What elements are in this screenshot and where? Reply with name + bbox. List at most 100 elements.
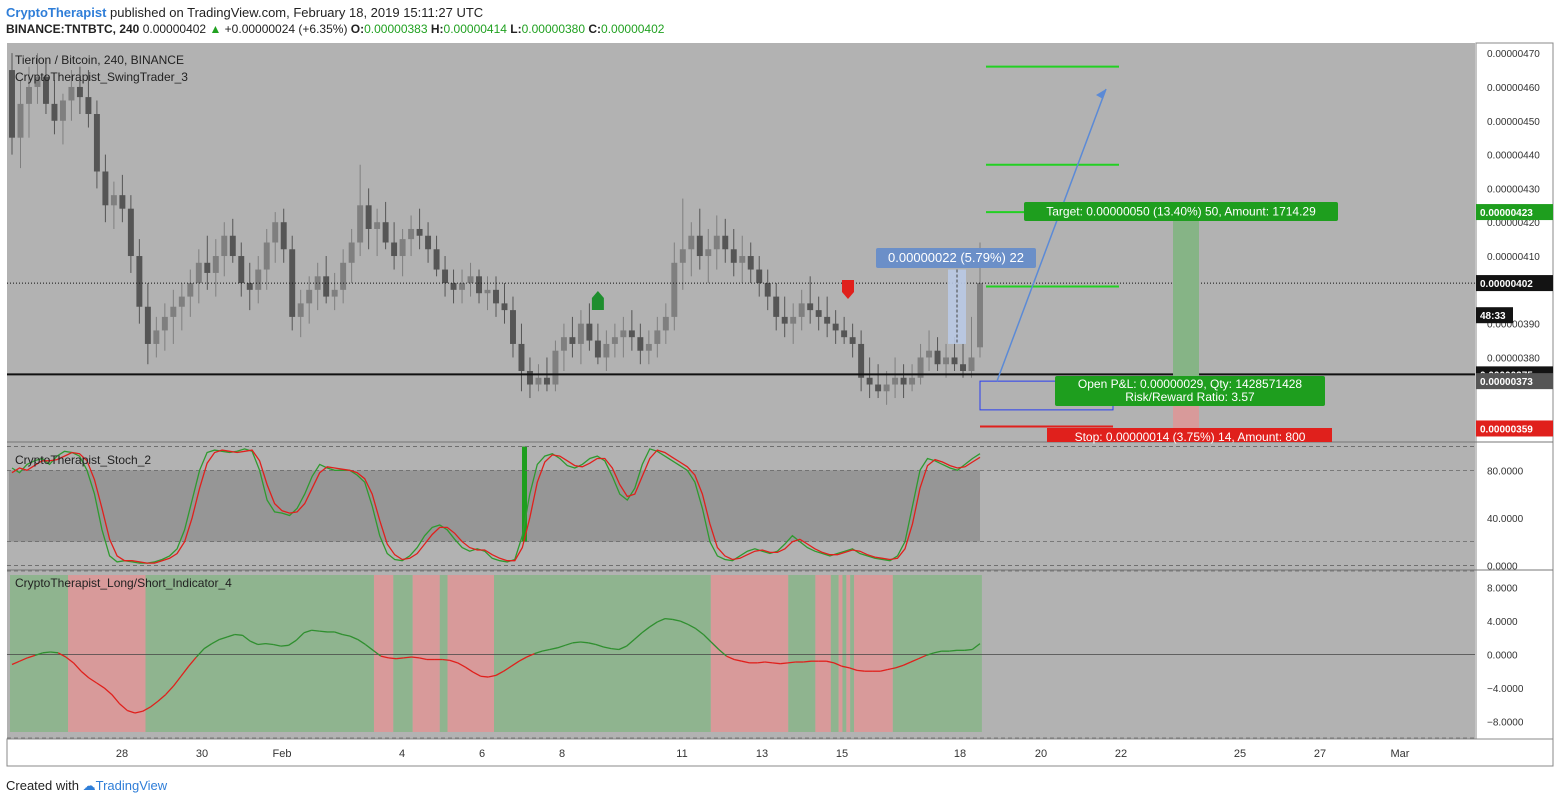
ls-tick: −8.0000 xyxy=(1487,717,1524,728)
candle-body xyxy=(263,242,270,270)
ls-line-segment xyxy=(757,661,765,664)
ls-line-segment xyxy=(80,670,90,679)
candle-body xyxy=(476,276,482,294)
time-axis[interactable] xyxy=(6,738,1554,767)
price-tag-bg xyxy=(1476,420,1553,437)
signal-zone-long xyxy=(145,575,374,732)
price-tag: 0.00000402 xyxy=(1480,279,1533,290)
ls-line-segment xyxy=(511,660,520,667)
candle-body xyxy=(501,303,508,311)
price-tick: 0.00000420 xyxy=(1487,218,1540,229)
time-tick: 8 xyxy=(559,748,565,760)
ls-line-segment xyxy=(879,668,888,672)
candle-body xyxy=(909,377,916,385)
ls-line-segment xyxy=(19,657,28,662)
candle-body xyxy=(391,242,398,257)
signal-zone-long xyxy=(850,575,855,732)
candle-body xyxy=(611,337,618,344)
candle-body xyxy=(841,330,848,338)
time-tick: 15 xyxy=(836,748,848,760)
signal-zone-long xyxy=(494,575,711,732)
candle-body xyxy=(187,283,194,297)
ls-line-segment xyxy=(96,682,105,689)
ls-line-segment xyxy=(319,630,328,633)
ls-line-segment xyxy=(557,644,566,649)
ls-line-segment xyxy=(933,650,942,654)
candle-body xyxy=(374,222,381,229)
price-axis[interactable] xyxy=(1475,42,1554,740)
open-value: 0.00000383 xyxy=(364,22,428,36)
time-tick: 4 xyxy=(399,748,405,760)
ls-line-segment xyxy=(964,648,973,651)
ls-line-segment xyxy=(380,655,389,659)
target-label-bg xyxy=(1024,202,1338,221)
ls-line-segment xyxy=(826,660,835,664)
candle-body xyxy=(722,235,729,250)
candle-body xyxy=(408,228,415,240)
tradingview-logo-icon: ☁ xyxy=(82,778,96,793)
candle-body xyxy=(807,303,814,311)
signal-zone-short xyxy=(68,575,146,732)
ls-line-segment xyxy=(580,641,589,644)
high-label: H: xyxy=(430,22,444,36)
candle-body xyxy=(59,100,66,121)
ls-line-segment xyxy=(495,670,504,676)
candle-body xyxy=(68,86,75,101)
stoch-d-line xyxy=(11,449,981,564)
ls-line-segment xyxy=(188,656,197,667)
ls-line-segment xyxy=(288,639,297,646)
created-with-text: Created with xyxy=(6,778,79,793)
candle-body xyxy=(170,306,177,317)
candle-body xyxy=(510,310,516,344)
time-tick: 22 xyxy=(1115,748,1127,760)
change-value: +0.00000024 (+6.35%) xyxy=(224,22,348,36)
ls-line-segment xyxy=(149,700,159,708)
ls-line-segment xyxy=(396,657,404,660)
signal-zone-short xyxy=(846,575,851,732)
candle-body xyxy=(357,205,364,243)
ls-line-segment xyxy=(127,709,136,714)
candle-body xyxy=(331,289,338,297)
author-link[interactable]: CryptoTherapist xyxy=(6,5,107,20)
ls-line-segment xyxy=(603,646,612,650)
signal-zone-long xyxy=(892,575,982,732)
ls-line-segment xyxy=(419,657,427,661)
pnl-label-bg xyxy=(1055,376,1325,406)
signal-zone-long xyxy=(788,575,816,732)
up-triangle-icon: ▲ xyxy=(209,22,222,36)
footer: Created with ☁TradingView xyxy=(6,778,167,794)
ls-line-segment xyxy=(111,694,121,705)
candle-body xyxy=(866,377,873,385)
swingtrader-label: CryptoTherapist_SwingTrader_3 xyxy=(15,70,188,84)
price-tag: 0.00000375 xyxy=(1480,370,1533,381)
price-tick: 0.00000450 xyxy=(1487,117,1540,128)
ls-line-segment xyxy=(472,671,481,677)
longshort-label: CryptoTherapist_Long/Short_Indicator_4 xyxy=(15,576,232,590)
candle-body xyxy=(450,283,457,290)
time-tick: 28 xyxy=(116,748,128,760)
ls-line-segment xyxy=(618,645,627,651)
candle-body xyxy=(229,235,236,257)
candle-body xyxy=(798,303,805,317)
ls-line-segment xyxy=(803,660,812,663)
open-label: O: xyxy=(350,22,365,36)
price-tag-bg xyxy=(1476,204,1553,221)
candle-body xyxy=(824,316,831,324)
signal-zone-long xyxy=(830,575,839,732)
ls-line-segment xyxy=(172,675,182,687)
price-tag: 0.00000423 xyxy=(1480,208,1533,219)
ls-line-segment xyxy=(403,656,412,659)
rr-label: Risk/Reward Ratio: 3.57 xyxy=(1125,390,1255,404)
ls-line-segment xyxy=(280,644,289,647)
candle-body xyxy=(42,76,49,104)
candle-body xyxy=(212,256,219,273)
ls-line-segment xyxy=(526,653,535,658)
tradingview-link[interactable]: TradingView xyxy=(95,778,168,793)
ls-line-segment xyxy=(57,652,67,658)
low-value: 0.00000380 xyxy=(521,22,586,36)
ls-line-segment xyxy=(657,617,666,623)
time-tick: 13 xyxy=(756,748,768,760)
price-tick: 0.00000470 xyxy=(1487,49,1540,60)
ls-line-segment xyxy=(295,632,305,641)
